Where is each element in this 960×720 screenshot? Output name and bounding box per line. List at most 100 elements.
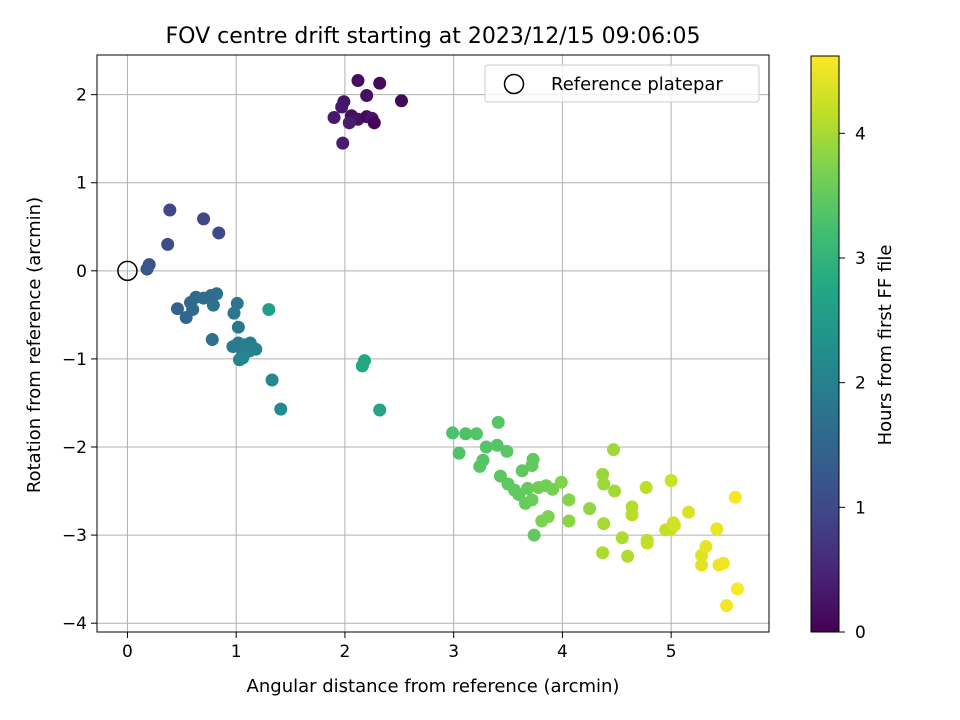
y-axis-ticks: −4 −3 −2 −1 0 1 2 (62, 86, 97, 634)
data-point (500, 444, 514, 458)
data-point (639, 481, 653, 495)
data-point (490, 438, 504, 452)
data-point (231, 320, 245, 334)
x-axis-ticks: 0 1 2 3 4 5 (122, 632, 677, 662)
reference-marker-group (117, 260, 138, 282)
data-point (716, 556, 730, 570)
data-point (452, 446, 466, 460)
data-point (515, 464, 529, 478)
data-point (554, 475, 568, 489)
data-point (640, 536, 654, 550)
data-point (521, 481, 535, 495)
data-point (608, 484, 622, 498)
data-point (459, 427, 473, 441)
data-point (596, 546, 610, 560)
data-point (479, 440, 493, 454)
data-point (394, 94, 408, 108)
y-axis-label: Rotation from reference (arcmin) (24, 197, 45, 493)
x-tick-label: 1 (231, 642, 242, 662)
data-point (597, 517, 611, 531)
colorbar-tick-label: 4 (855, 124, 866, 144)
colorbar-tick-label: 3 (855, 249, 866, 269)
colorbar-tick-label: 0 (855, 623, 866, 643)
data-point (274, 402, 288, 416)
data-point (170, 302, 184, 316)
x-axis-label: Angular distance from reference (arcmin) (247, 676, 620, 697)
data-point (546, 482, 560, 496)
data-point (491, 415, 505, 429)
data-point (373, 76, 387, 90)
data-point (197, 212, 211, 226)
data-point (140, 262, 154, 276)
data-point (607, 443, 621, 457)
legend-marker-reference-platepar (503, 73, 525, 95)
data-point (562, 514, 576, 528)
data-point (360, 89, 374, 103)
y-tick-label: 0 (76, 262, 87, 282)
plot-frame (96, 54, 770, 633)
data-point (525, 493, 539, 507)
y-tick-label: −1 (62, 350, 87, 370)
data-point (469, 427, 483, 441)
data-point (212, 226, 226, 240)
data-point (664, 473, 678, 487)
chart-title: FOV centre drift starting at 2023/12/15 … (166, 24, 701, 49)
data-point (230, 296, 244, 310)
data-point (596, 467, 610, 481)
data-point (236, 351, 250, 365)
x-tick-label: 0 (122, 642, 133, 662)
data-point (728, 490, 742, 504)
y-tick-label: 2 (76, 86, 87, 106)
data-point (342, 116, 356, 130)
data-point (682, 505, 696, 519)
data-point (597, 477, 611, 491)
data-point (446, 426, 460, 440)
data-point (710, 522, 724, 536)
data-point (562, 493, 576, 507)
data-point (541, 510, 555, 524)
x-tick-label: 3 (448, 642, 459, 662)
data-point (720, 599, 734, 613)
data-point (249, 342, 263, 356)
data-point (335, 100, 349, 114)
colorbar-label: Hours from first FF file (875, 245, 896, 446)
data-point (355, 359, 369, 373)
data-point (367, 116, 381, 130)
data-point (205, 333, 219, 347)
legend-box (484, 64, 760, 103)
data-point (526, 452, 540, 466)
colorbar-ticks: 0 1 2 3 4 (839, 124, 866, 643)
data-point (351, 74, 365, 88)
y-tick-label: 1 (76, 174, 87, 194)
data-point (262, 303, 276, 317)
data-point (615, 531, 629, 545)
colorbar-tick-label: 2 (855, 374, 866, 394)
data-points (140, 74, 744, 613)
colorbar-tick-label: 1 (855, 498, 866, 518)
y-tick-label: −4 (62, 614, 87, 634)
x-tick-label: 2 (340, 642, 351, 662)
data-point (206, 298, 220, 312)
data-point (621, 549, 635, 563)
x-tick-label: 5 (666, 642, 677, 662)
x-tick-label: 4 (557, 642, 568, 662)
data-point (583, 502, 597, 516)
data-point (730, 582, 744, 596)
legend: Reference platepar (484, 64, 760, 103)
data-point (695, 558, 709, 572)
data-point (699, 540, 713, 554)
data-point (265, 373, 279, 387)
y-tick-label: −2 (62, 438, 87, 458)
data-point (210, 287, 224, 301)
reference-platepar-marker (117, 260, 138, 282)
data-point (163, 203, 177, 217)
data-point (667, 518, 681, 532)
data-point (473, 459, 487, 473)
data-point (161, 237, 175, 251)
data-point (527, 528, 541, 542)
data-point (373, 403, 387, 417)
data-point (336, 136, 350, 150)
data-point (625, 508, 639, 522)
colorbar (810, 55, 840, 633)
